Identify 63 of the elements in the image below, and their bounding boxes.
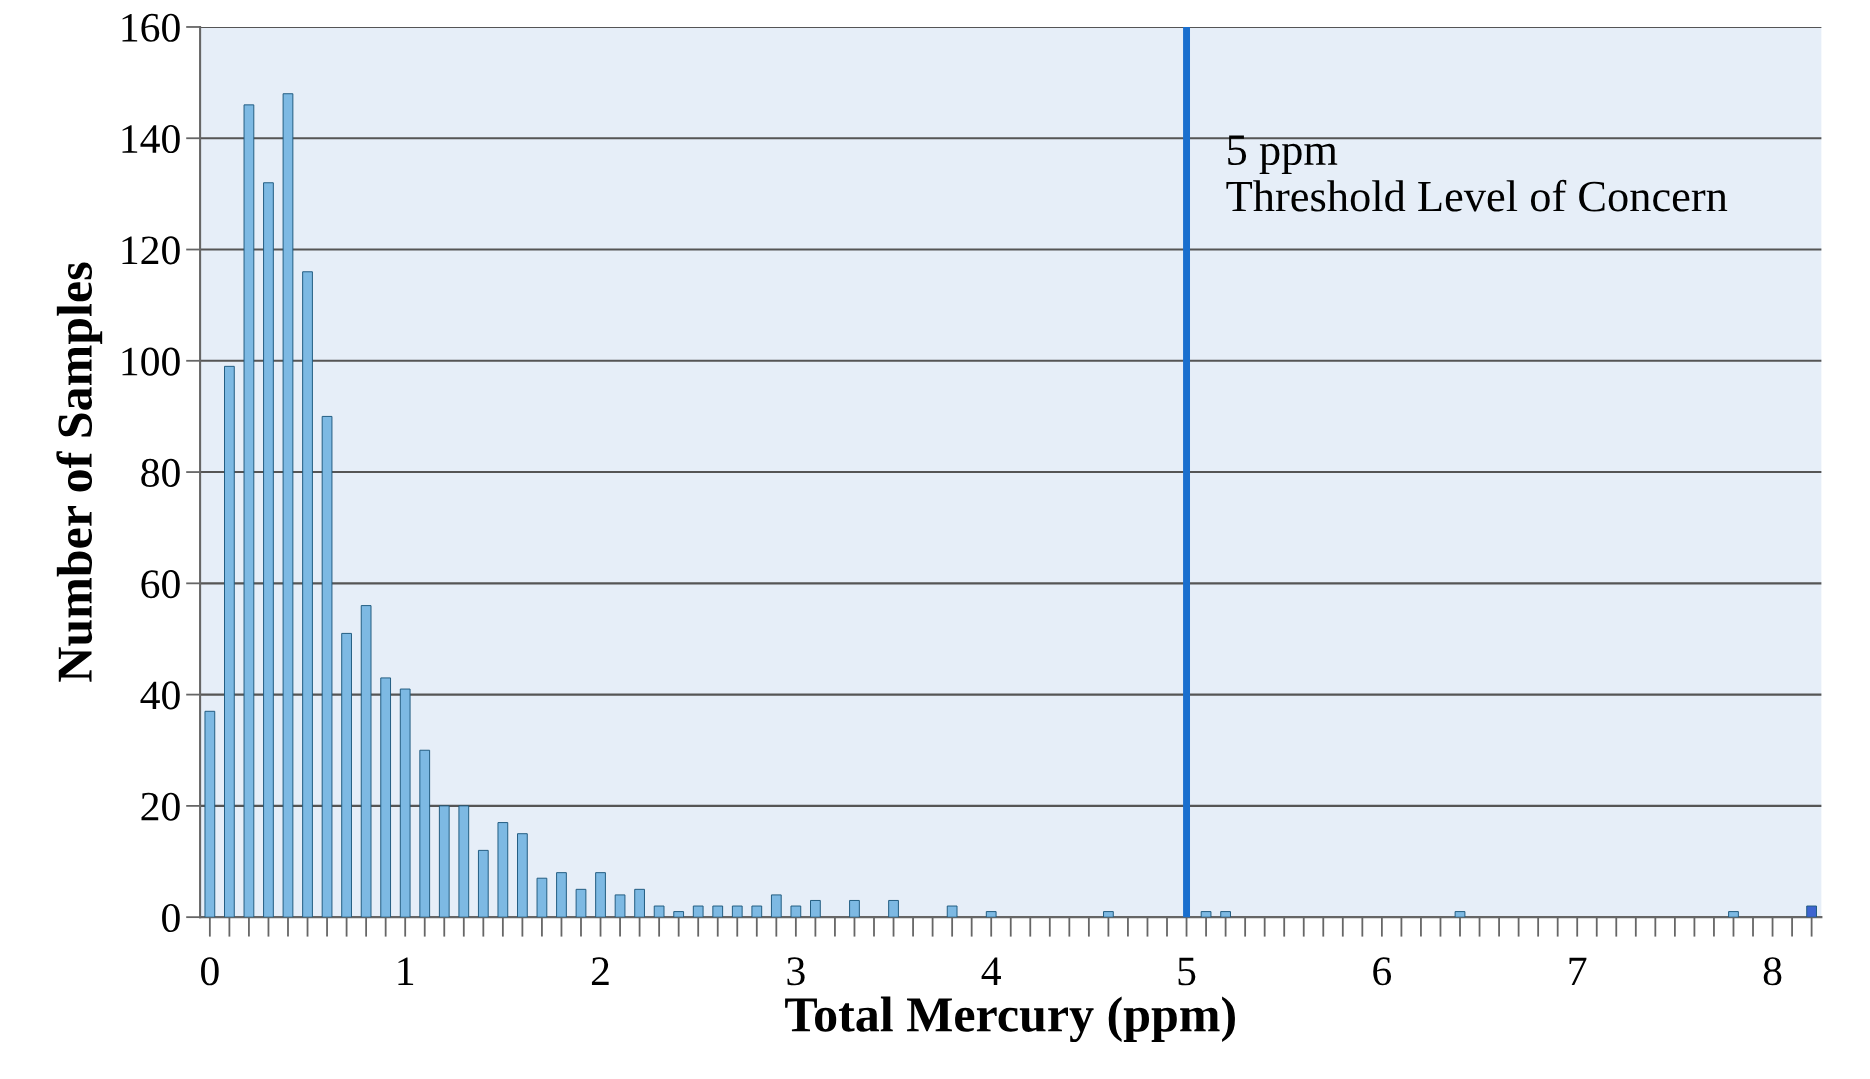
ref-line-label: 5 ppm Threshold Level of Concern [1226, 135, 1728, 212]
y-tick-label: 80 [141, 458, 180, 487]
bar [302, 271, 313, 918]
bar [751, 905, 763, 918]
x-tick-label: 5 [1178, 957, 1196, 986]
bar [399, 688, 411, 918]
bar [946, 905, 958, 918]
x-axis-title: Total Mercury (ppm) [785, 996, 1235, 1043]
x-tick-label: 6 [1373, 957, 1392, 986]
bar [1103, 911, 1114, 918]
bar [243, 104, 255, 918]
bar [810, 899, 821, 918]
bar [419, 749, 431, 918]
bar [770, 894, 782, 918]
bar [458, 805, 470, 918]
bar [360, 605, 372, 918]
bar [692, 905, 704, 918]
bar [497, 822, 509, 918]
x-tick-label: 2 [591, 957, 609, 985]
bar [263, 182, 274, 918]
x-tick-label: 1 [398, 957, 414, 985]
y-tick-label: 60 [141, 570, 180, 599]
y-tick-label: 40 [140, 681, 180, 710]
y-tick-label: 160 [122, 13, 180, 42]
bar [536, 877, 548, 918]
bar [575, 888, 587, 918]
bar [282, 93, 294, 918]
bar [1220, 911, 1231, 918]
bar [341, 632, 352, 918]
bar [1454, 911, 1466, 918]
x-tick-label: 0 [201, 957, 219, 986]
bar [673, 911, 685, 918]
bar [438, 805, 450, 918]
bar [1806, 905, 1817, 918]
y-tick-label: 0 [162, 903, 180, 933]
bar [477, 849, 489, 918]
bar [517, 833, 528, 918]
x-tick-label: 7 [1569, 957, 1587, 985]
bar [204, 710, 216, 918]
bar [790, 905, 802, 918]
bar [849, 899, 860, 918]
bar [731, 905, 743, 918]
x-tick-label: 4 [981, 957, 1001, 985]
bar [380, 677, 392, 918]
x-tick-label: 8 [1763, 957, 1782, 986]
y-tick-label: 120 [122, 236, 180, 265]
bar [712, 905, 724, 918]
bar [614, 894, 626, 918]
bar [321, 415, 333, 918]
bar [1728, 911, 1739, 918]
bar [888, 899, 899, 918]
bar [224, 365, 235, 918]
bar [634, 888, 645, 918]
bar [595, 872, 606, 918]
y-axis-title: Number of Samples [56, 262, 103, 682]
y-tick-label: 100 [122, 347, 180, 376]
x-tick-label: 3 [787, 957, 805, 986]
y-tick-label: 140 [122, 124, 180, 154]
bar [1200, 911, 1212, 918]
bar [653, 905, 665, 918]
y-tick-label: 20 [141, 792, 180, 821]
bar [556, 872, 567, 918]
bar [985, 911, 997, 918]
